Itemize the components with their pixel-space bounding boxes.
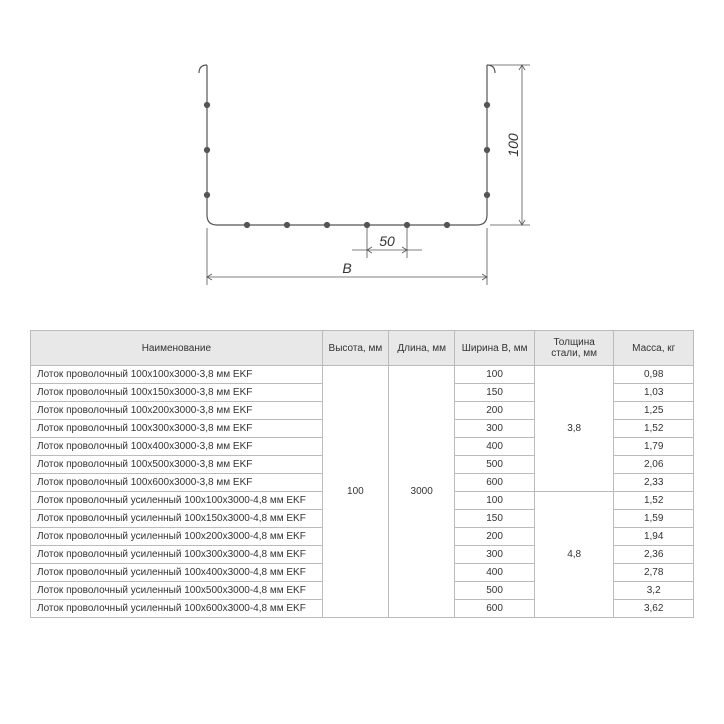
specifications-table-wrapper: Наименование Высота, мм Длина, мм Ширина…	[30, 330, 694, 618]
cell-mass: 2,36	[614, 546, 694, 564]
table-row: Лоток проволочный 100х100х3000-3,8 мм EK…	[31, 366, 694, 384]
cell-name: Лоток проволочный 100х600х3000-3,8 мм EK…	[31, 474, 323, 492]
cell-name: Лоток проволочный усиленный 100х100х3000…	[31, 492, 323, 510]
dimension-50-label: 50	[379, 233, 395, 249]
cell-width: 150	[455, 510, 535, 528]
col-thickness: Толщина стали, мм	[534, 331, 614, 366]
cell-mass: 1,59	[614, 510, 694, 528]
cell-width: 200	[455, 402, 535, 420]
cell-name: Лоток проволочный усиленный 100х400х3000…	[31, 564, 323, 582]
cell-length: 3000	[389, 366, 455, 618]
cell-mass: 2,06	[614, 456, 694, 474]
cell-width: 600	[455, 474, 535, 492]
cell-name: Лоток проволочный 100х150х3000-3,8 мм EK…	[31, 384, 323, 402]
cell-name: Лоток проволочный усиленный 100х600х3000…	[31, 600, 323, 618]
cell-mass: 2,78	[614, 564, 694, 582]
cross-section-svg: 50 B 100	[112, 50, 612, 310]
cell-width: 150	[455, 384, 535, 402]
cell-width: 100	[455, 366, 535, 384]
col-width: Ширина B, мм	[455, 331, 535, 366]
cell-name: Лоток проволочный 100х300х3000-3,8 мм EK…	[31, 420, 323, 438]
cell-width: 600	[455, 600, 535, 618]
cell-width: 400	[455, 564, 535, 582]
col-name: Наименование	[31, 331, 323, 366]
cell-name: Лоток проволочный усиленный 100х500х3000…	[31, 582, 323, 600]
technical-diagram: 50 B 100	[0, 50, 724, 320]
cell-width: 400	[455, 438, 535, 456]
cell-name: Лоток проволочный 100х500х3000-3,8 мм EK…	[31, 456, 323, 474]
cell-mass: 2,33	[614, 474, 694, 492]
cell-width: 300	[455, 420, 535, 438]
col-mass: Масса, кг	[614, 331, 694, 366]
cell-mass: 1,52	[614, 420, 694, 438]
cell-name: Лоток проволочный 100х200х3000-3,8 мм EK…	[31, 402, 323, 420]
dimension-B-label: B	[342, 260, 351, 276]
cell-name: Лоток проволочный усиленный 100х150х3000…	[31, 510, 323, 528]
cell-name: Лоток проволочный 100х400х3000-3,8 мм EK…	[31, 438, 323, 456]
cell-name: Лоток проволочный 100х100х3000-3,8 мм EK…	[31, 366, 323, 384]
cell-mass: 1,94	[614, 528, 694, 546]
cell-mass: 1,25	[614, 402, 694, 420]
col-height: Высота, мм	[322, 331, 388, 366]
cell-width: 500	[455, 582, 535, 600]
cell-width: 200	[455, 528, 535, 546]
cell-mass: 0,98	[614, 366, 694, 384]
cell-mass: 3,62	[614, 600, 694, 618]
cell-width: 500	[455, 456, 535, 474]
cell-mass: 1,52	[614, 492, 694, 510]
cell-width: 300	[455, 546, 535, 564]
cell-width: 100	[455, 492, 535, 510]
col-length: Длина, мм	[389, 331, 455, 366]
cell-thickness: 3,8	[534, 366, 614, 492]
cell-name: Лоток проволочный усиленный 100х200х3000…	[31, 528, 323, 546]
cell-mass: 3,2	[614, 582, 694, 600]
cell-name: Лоток проволочный усиленный 100х300х3000…	[31, 546, 323, 564]
cell-mass: 1,79	[614, 438, 694, 456]
cell-mass: 1,03	[614, 384, 694, 402]
cell-height: 100	[322, 366, 388, 618]
dimension-100-label: 100	[505, 133, 521, 157]
table-header-row: Наименование Высота, мм Длина, мм Ширина…	[31, 331, 694, 366]
cell-thickness: 4,8	[534, 492, 614, 618]
specifications-table: Наименование Высота, мм Длина, мм Ширина…	[30, 330, 694, 618]
page-container: 50 B 100	[0, 0, 724, 724]
